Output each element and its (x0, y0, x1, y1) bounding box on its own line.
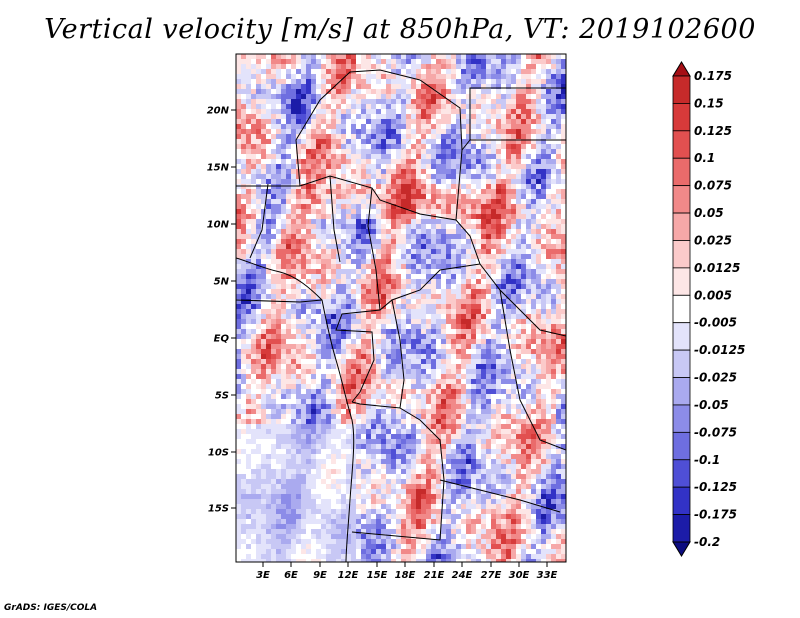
colorbar-swatch (672, 486, 691, 515)
colorbar-label: 0.125 (694, 124, 732, 138)
border-line (439, 479, 561, 513)
colorbar-label: 0.175 (694, 69, 732, 83)
lon-tick-label: 9E (313, 570, 327, 581)
lon-tick-label: 18E (395, 570, 416, 581)
colorbar-bottom-arrow (672, 541, 691, 557)
colorbar-label: -0.1 (694, 453, 720, 467)
lat-tick-label: 5S (215, 391, 229, 402)
colorbar-label: 0.15 (694, 96, 724, 110)
lat-tick-label: 5N (214, 277, 230, 288)
velocity-field (236, 54, 566, 562)
colorbar-label: -0.2 (694, 535, 720, 549)
colorbar-swatch (672, 267, 691, 296)
colorbar-top-arrow (672, 61, 691, 77)
lat-tick-label: EQ (214, 334, 230, 345)
lat-tick-label: 10N (207, 220, 230, 231)
colorbar-swatch (672, 185, 691, 214)
colorbar: 0.175 0.15 0.125 0.1 0.075 0.05 0.025 0.0125 0.0… (672, 61, 745, 557)
colorbar-label: 0.1 (694, 151, 715, 165)
lon-tick-label: 12E (338, 570, 359, 581)
coastline (236, 257, 355, 562)
border-line (351, 407, 445, 541)
footer-credit: GrADS: IGES/COLA (4, 603, 98, 613)
colorbar-label: 0.0125 (694, 261, 740, 275)
colorbar-label: -0.005 (694, 316, 737, 330)
colorbar-label: -0.075 (694, 425, 737, 439)
colorbar-label: -0.05 (694, 398, 729, 412)
lon-tick-label: 6E (284, 570, 298, 581)
colorbar-swatch (672, 349, 691, 378)
lon-tick-label: 30E (509, 570, 530, 581)
colorbar-swatch (672, 459, 691, 488)
country-borders (236, 69, 566, 562)
map-axes: 20N 15N 10N 5N EQ 5S 10S 15S 3E 6E 9E 12E 15E 18E 21E 2… (207, 106, 558, 582)
colorbar-swatch (672, 377, 691, 406)
lat-tick-label: 20N (207, 106, 230, 117)
border-line (351, 299, 405, 409)
lon-tick-label: 24E (452, 570, 473, 581)
colorbar-swatch (672, 431, 691, 461)
lat-tick-label: 15S (208, 504, 229, 515)
colorbar-label: 0.05 (694, 206, 724, 220)
colorbar-swatch (672, 103, 691, 132)
colorbar-swatch (672, 404, 691, 433)
colorbar-label: 0.005 (694, 288, 732, 302)
border-line (329, 175, 341, 263)
colorbar-swatch (672, 157, 691, 187)
colorbar-label: -0.0125 (694, 343, 745, 357)
border-line (295, 69, 463, 221)
colorbar-swatch (672, 322, 691, 351)
lat-tick-label: 10S (208, 448, 229, 459)
lon-tick-label: 33E (537, 570, 558, 581)
border-line (236, 299, 323, 303)
border-line (379, 263, 481, 311)
border-line (469, 87, 566, 140)
lon-tick-label: 21E (424, 570, 445, 581)
border-line (499, 289, 566, 451)
map-frame (235, 53, 567, 563)
lon-tick-label: 3E (256, 570, 270, 581)
colorbar-swatch (672, 294, 691, 324)
colorbar-label: -0.025 (694, 371, 737, 385)
border-line (335, 187, 381, 403)
lon-tick-label: 27E (481, 570, 502, 581)
colorbar-swatch (672, 514, 691, 543)
lon-tick-label: 15E (367, 570, 388, 581)
colorbar-label: -0.175 (694, 508, 737, 522)
lat-tick-label: 15N (207, 163, 230, 174)
colorbar-label: 0.025 (694, 233, 732, 247)
colorbar-swatch (672, 212, 691, 241)
colorbar-swatch (672, 75, 691, 104)
border-line (249, 183, 269, 259)
colorbar-swatch (672, 240, 691, 269)
chart-title: Vertical velocity [m/s] at 850hPa, VT: 2… (44, 14, 756, 45)
colorbar-label: -0.125 (694, 480, 737, 494)
colorbar-label: 0.075 (694, 179, 732, 193)
colorbar-swatch (672, 130, 691, 159)
